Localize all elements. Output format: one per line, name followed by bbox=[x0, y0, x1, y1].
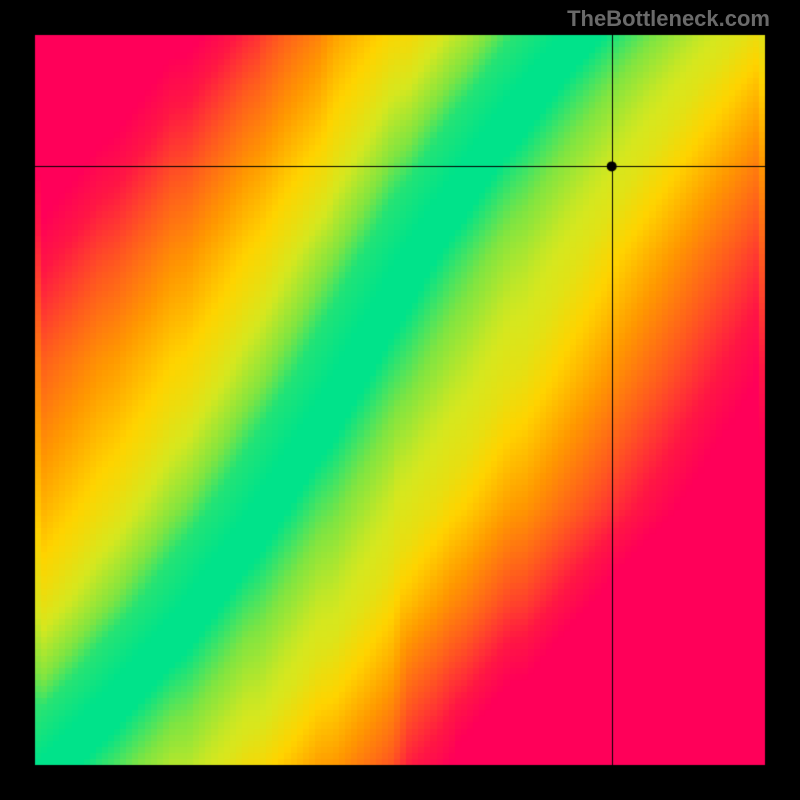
watermark-text: TheBottleneck.com bbox=[567, 6, 770, 32]
bottleneck-heatmap bbox=[0, 0, 800, 800]
